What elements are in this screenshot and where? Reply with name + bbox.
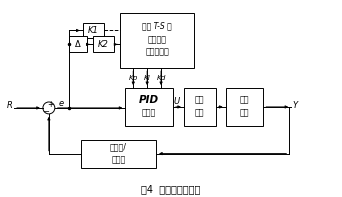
Text: 对象: 对象 (240, 108, 249, 117)
Bar (69, 36, 87, 52)
Bar (226, 88, 263, 126)
Text: K1: K1 (88, 26, 99, 35)
Text: −: − (42, 107, 49, 116)
Text: 调节: 调节 (195, 96, 205, 104)
Bar (93, 36, 115, 52)
Text: 基于 T-S 型: 基于 T-S 型 (142, 21, 172, 30)
Text: R: R (7, 101, 13, 111)
Text: 图4  控制系统结构图: 图4 控制系统结构图 (141, 184, 201, 194)
Text: 网络控制器: 网络控制器 (145, 48, 169, 57)
Text: 控制器: 控制器 (142, 108, 156, 117)
Text: PID: PID (139, 95, 159, 105)
Text: Y: Y (292, 101, 298, 111)
Text: e: e (58, 99, 63, 109)
Bar (81, 140, 156, 167)
Text: Ki: Ki (144, 75, 150, 81)
Text: 机构: 机构 (195, 108, 205, 117)
Text: 空调: 空调 (240, 96, 249, 104)
Text: Kd: Kd (156, 75, 166, 81)
Text: 变送器: 变送器 (111, 155, 126, 164)
Text: Kp: Kp (129, 75, 138, 81)
Text: 传感器/: 传感器/ (110, 142, 127, 151)
Text: U: U (174, 98, 180, 106)
Text: 模糊神经: 模糊神经 (148, 35, 167, 44)
Text: K2: K2 (98, 40, 109, 49)
Bar (125, 88, 173, 126)
Bar (83, 22, 104, 38)
Bar (120, 13, 194, 68)
Text: Δ: Δ (75, 40, 80, 49)
Bar (184, 88, 216, 126)
Text: +: + (48, 100, 54, 110)
